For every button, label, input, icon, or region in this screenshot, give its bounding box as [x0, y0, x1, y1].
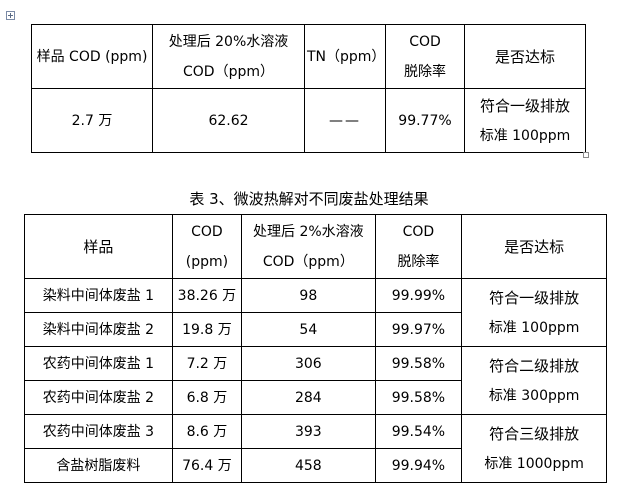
header-tn: TN（ppm）: [304, 24, 386, 89]
cell-sample: 农药中间体废盐 2: [24, 380, 173, 415]
results-table-2: 样品 COD (ppm) 处理后 2%水溶液 COD（ppm） COD 脱除率 …: [24, 214, 607, 483]
table-move-handle[interactable]: [6, 11, 15, 20]
cell-cod: 38.26 万: [171, 278, 243, 313]
cell-removal: 99.99%: [374, 278, 463, 313]
table-row: 2.7 万 62.62 —— 99.77% 符合一级排放 标准 100ppm: [31, 88, 586, 153]
cell-treated: 284: [241, 380, 376, 415]
header-cod-removal: COD 脱除率: [374, 214, 463, 279]
cell-standard: 符合一级排放 标准 100ppm: [461, 278, 607, 347]
cell-treated: 306: [241, 346, 376, 381]
cell-standard: 符合三级排放 标准 1000ppm: [461, 414, 607, 483]
header-sample: 样品: [24, 214, 173, 279]
table-row: 农药中间体废盐 1 7.2 万 306 99.58% 符合二级排放 标准 300…: [24, 346, 607, 415]
table-row: 农药中间体废盐 2 6.8 万 284 99.58%: [24, 380, 607, 415]
cell-tn: ——: [304, 88, 386, 153]
table-header-row: 样品 COD (ppm) 处理后 2%水溶液 COD（ppm） COD 脱除率 …: [24, 214, 607, 279]
header-standard: 是否达标: [461, 214, 607, 279]
results-table-1: 样品 COD (ppm) 处理后 20%水溶液 COD（ppm） TN（ppm）…: [31, 24, 586, 153]
header-cod-removal: COD 脱除率: [385, 24, 465, 89]
cell-removal: 99.58%: [374, 346, 463, 381]
header-treated-cod: 处理后 20%水溶液 COD（ppm）: [152, 24, 305, 89]
table-header-row: 样品 COD (ppm) 处理后 20%水溶液 COD（ppm） TN（ppm）…: [31, 24, 586, 89]
cell-removal: 99.77%: [385, 88, 465, 153]
cell-sample: 染料中间体废盐 1: [24, 278, 173, 313]
cell-sample: 染料中间体废盐 2: [24, 312, 173, 347]
cell-cod: 19.8 万: [171, 312, 243, 347]
cell-sample: 2.7 万: [31, 88, 153, 153]
cell-cod: 7.2 万: [171, 346, 243, 381]
cell-standard: 符合二级排放 标准 300ppm: [461, 346, 607, 415]
cell-cod: 8.6 万: [171, 414, 243, 449]
cell-removal: 99.54%: [374, 414, 463, 449]
header-treated-cod: 处理后 2%水溶液 COD（ppm）: [241, 214, 376, 279]
cell-removal: 99.97%: [374, 312, 463, 347]
cell-treated: 458: [241, 448, 376, 483]
cell-removal: 99.94%: [374, 448, 463, 483]
table-caption: 表 3、微波热解对不同废盐处理结果: [189, 190, 429, 208]
table-row: 含盐树脂废料 76.4 万 458 99.94%: [24, 448, 607, 483]
cell-cod: 6.8 万: [171, 380, 243, 415]
table-row: 染料中间体废盐 2 19.8 万 54 99.97%: [24, 312, 607, 347]
cell-treated: 62.62: [152, 88, 305, 153]
cell-sample: 农药中间体废盐 3: [24, 414, 173, 449]
cell-removal: 99.58%: [374, 380, 463, 415]
cell-sample: 农药中间体废盐 1: [24, 346, 173, 381]
cell-treated: 98: [241, 278, 376, 313]
table-row: 农药中间体废盐 3 8.6 万 393 99.54% 符合三级排放 标准 100…: [24, 414, 607, 483]
table-row: 染料中间体废盐 1 38.26 万 98 99.99% 符合一级排放 标准 10…: [24, 278, 607, 347]
header-sample-cod: 样品 COD (ppm): [31, 24, 153, 89]
cell-treated: 54: [241, 312, 376, 347]
cell-cod: 76.4 万: [171, 448, 243, 483]
table-resize-handle[interactable]: [583, 152, 589, 158]
cell-sample: 含盐树脂废料: [24, 448, 173, 483]
header-cod: COD (ppm): [171, 214, 243, 279]
cell-standard: 符合一级排放 标准 100ppm: [464, 88, 586, 153]
header-standard: 是否达标: [464, 24, 586, 89]
cell-treated: 393: [241, 414, 376, 449]
